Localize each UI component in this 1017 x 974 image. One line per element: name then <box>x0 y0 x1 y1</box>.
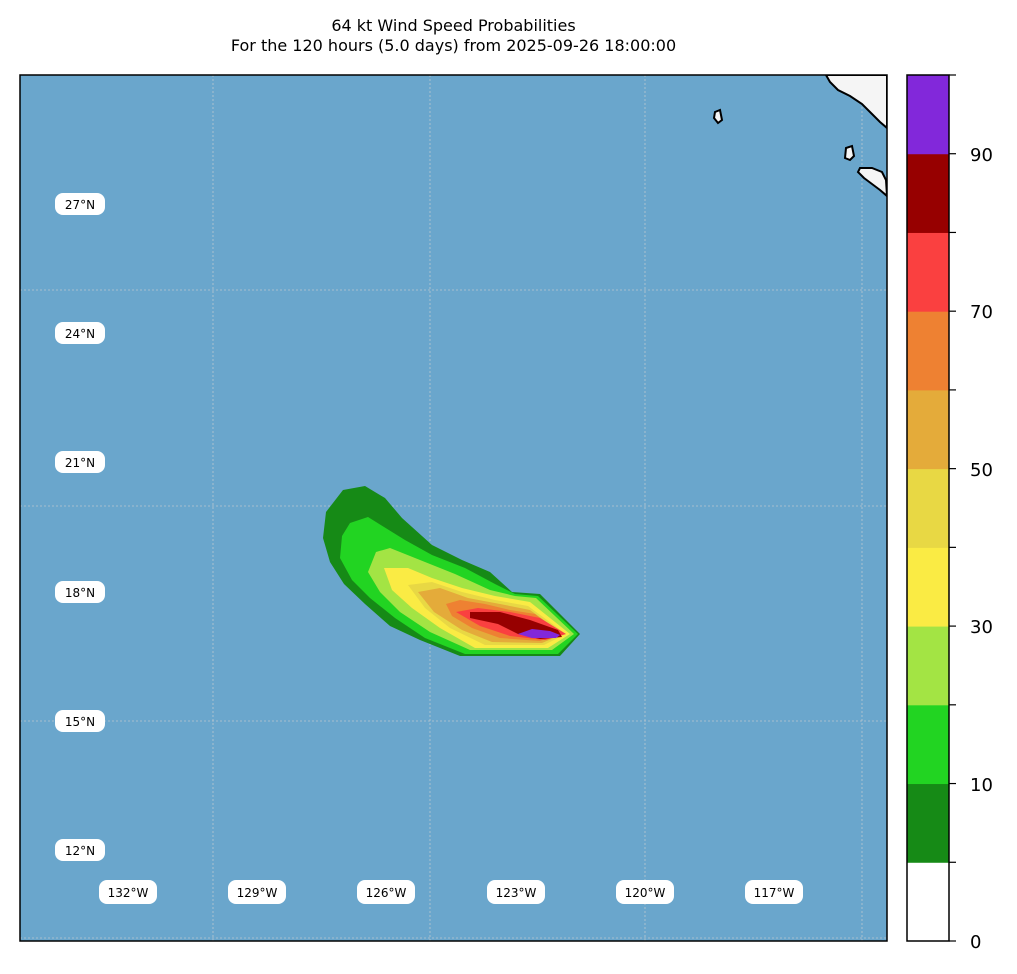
lon-label-120-text: 120°W <box>625 886 666 900</box>
lat-label-18-text: 18°N <box>65 586 95 600</box>
lat-label-18: 18°N <box>55 581 105 603</box>
cbar-label-30: 30 <box>970 617 993 638</box>
cbar-label-70: 70 <box>970 302 993 323</box>
map-frame <box>19 74 888 942</box>
lon-label-117-text: 117°W <box>754 886 795 900</box>
map-title: 64 kt Wind Speed Probabilities For the 1… <box>20 16 887 56</box>
lon-label-129: 129°W <box>228 880 286 904</box>
colorbar-segment-30-40 <box>907 547 949 627</box>
lat-label-24-text: 24°N <box>65 327 95 341</box>
colorbar-tick-labels: 0 10 30 50 70 90 <box>970 145 993 953</box>
island-large <box>856 167 887 198</box>
land-coastline <box>824 75 887 130</box>
lon-label-123-text: 123°W <box>496 886 537 900</box>
colorbar-segment-0-5 <box>907 862 949 942</box>
lat-label-24: 24°N <box>55 322 105 344</box>
contour-90-100 <box>518 629 560 638</box>
lat-label-21-text: 21°N <box>65 456 95 470</box>
lon-label-123: 123°W <box>487 880 545 904</box>
lat-label-15: 15°N <box>55 710 105 732</box>
cbar-label-50: 50 <box>970 460 993 481</box>
title-line-2: For the 120 hours (5.0 days) from 2025-0… <box>230 36 677 55</box>
lat-label-15-text: 15°N <box>65 715 95 729</box>
colorbar-frame <box>906 74 950 942</box>
cbar-label-90: 90 <box>970 145 993 166</box>
lon-label-126: 126°W <box>357 880 415 904</box>
colorbar-segment-40-50 <box>907 468 949 548</box>
latitude-labels: 27°N 24°N 21°N 18°N 15°N 12°N <box>55 193 105 861</box>
lat-label-27: 27°N <box>55 193 105 215</box>
cbar-label-10: 10 <box>970 775 993 796</box>
island-small-2 <box>712 108 724 125</box>
ocean-background <box>20 75 887 941</box>
lat-label-12-text: 12°N <box>65 844 95 858</box>
colorbar-segment-90-100 <box>907 75 949 155</box>
colorbar-segment-80-90 <box>907 153 949 233</box>
lon-label-132: 132°W <box>99 880 157 904</box>
colorbar-segment-20-30 <box>907 626 949 706</box>
colorbar-segment-70-80 <box>907 232 949 312</box>
colorbar <box>906 74 956 942</box>
lon-label-132-text: 132°W <box>108 886 149 900</box>
lon-label-126-text: 126°W <box>366 886 407 900</box>
lat-label-12: 12°N <box>55 839 105 861</box>
lon-label-117: 117°W <box>745 880 803 904</box>
lon-label-129-text: 129°W <box>237 886 278 900</box>
colorbar-segment-50-60 <box>907 389 949 470</box>
lon-label-120: 120°W <box>616 880 674 904</box>
lat-label-27-text: 27°N <box>65 198 95 212</box>
probability-contours <box>323 486 580 656</box>
colorbar-segment-10-20 <box>907 704 949 785</box>
cbar-label-0: 0 <box>970 932 981 953</box>
island-small-1 <box>843 144 856 162</box>
colorbar-segment-60-70 <box>907 311 949 391</box>
colorbar-segment-5-10 <box>907 783 949 863</box>
longitude-labels: 132°W 129°W 126°W 123°W 120°W 117°W <box>99 880 803 904</box>
lat-label-21: 21°N <box>55 451 105 473</box>
gridlines <box>20 75 887 941</box>
title-line-1: 64 kt Wind Speed Probabilities <box>331 16 576 35</box>
